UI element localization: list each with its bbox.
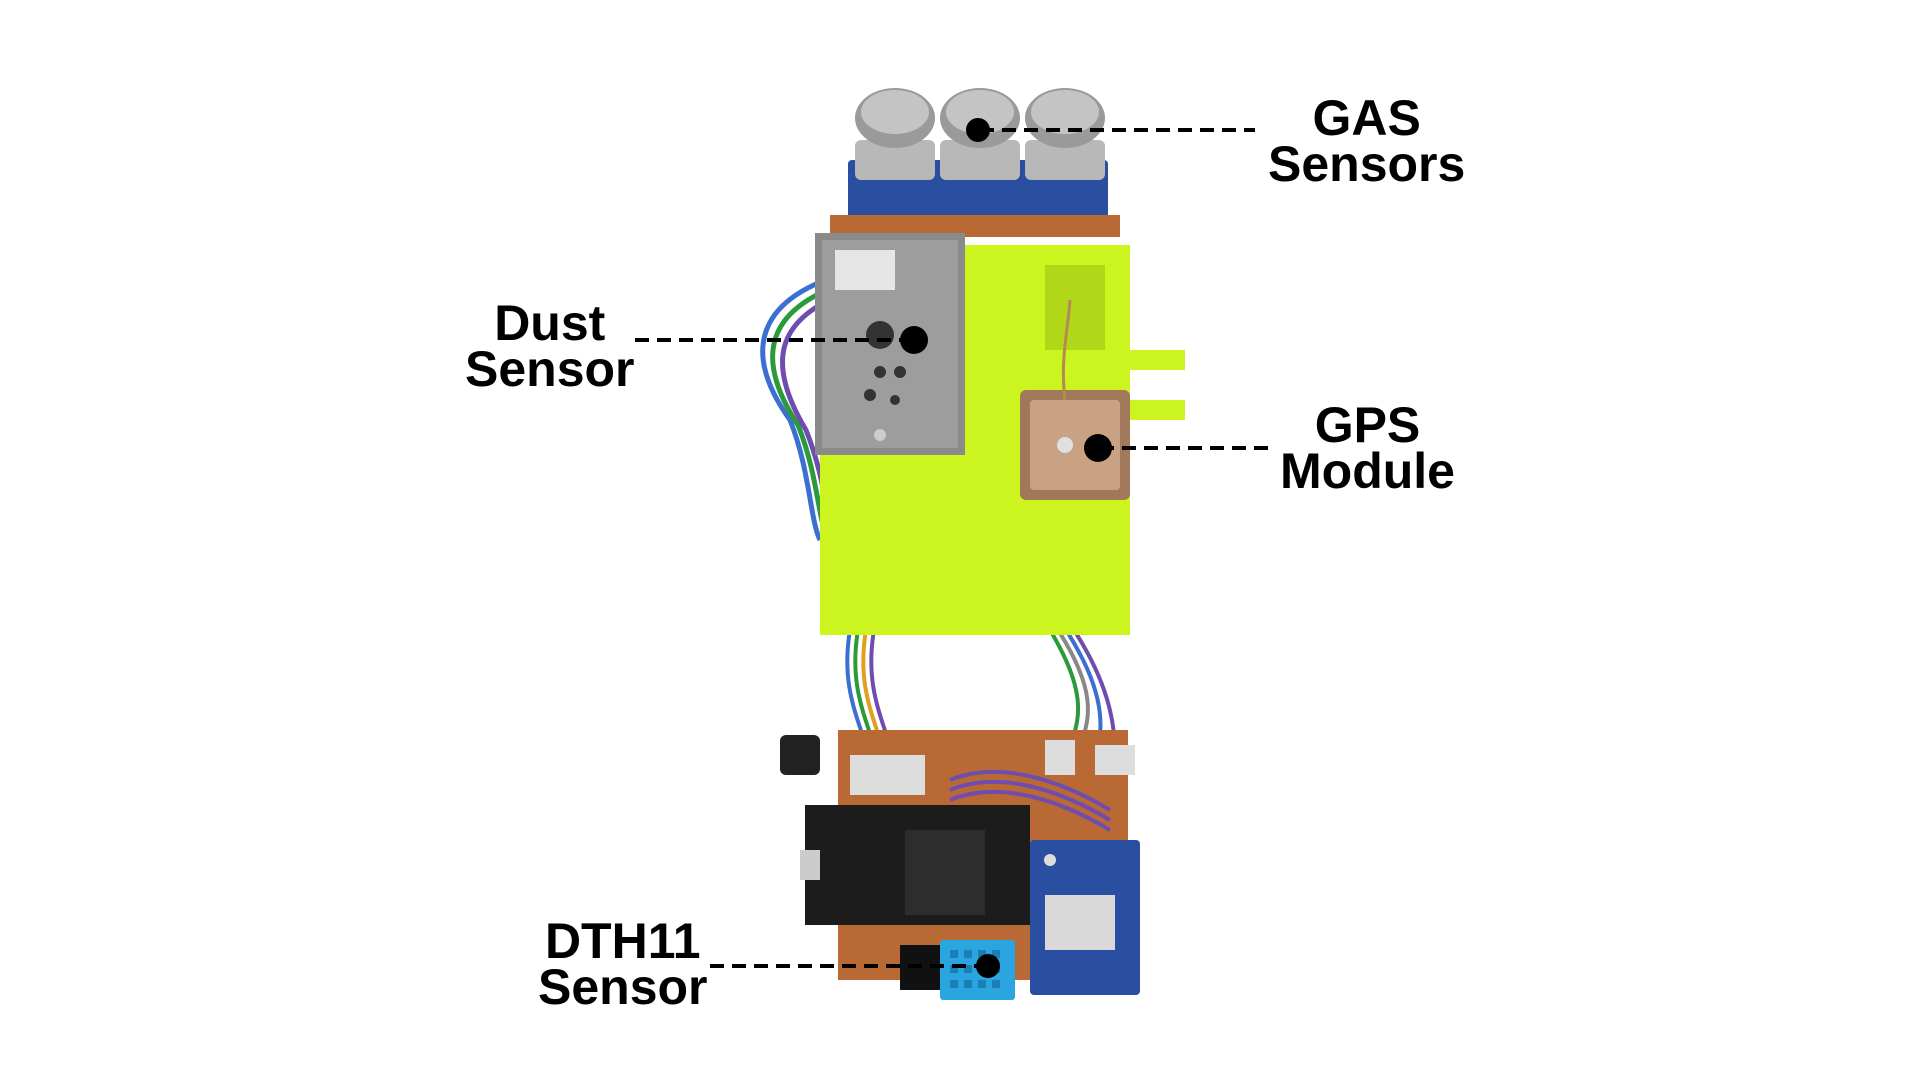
gas-sensor-pcb-strip	[830, 215, 1120, 237]
purple-wires	[949, 769, 1112, 832]
dth-leader	[710, 954, 1000, 978]
gas-sensor-2	[940, 88, 1020, 180]
gas-label-line2: Sensors	[1268, 136, 1466, 192]
dust-sensor	[815, 233, 965, 455]
gas-label-line1: GAS	[1312, 90, 1421, 146]
gps-label-line1: GPS	[1314, 397, 1421, 453]
gas-sensors-label: GAS Sensors	[1268, 90, 1466, 192]
header-pins	[850, 740, 1135, 795]
esp32-board	[800, 805, 1030, 925]
enclosure-tab-2	[1130, 400, 1185, 420]
dust-label-line2: Sensor	[465, 341, 635, 397]
capacitor	[780, 735, 820, 775]
gps-module-board	[1030, 840, 1140, 995]
dust-leader	[635, 326, 928, 354]
gps-label-line2: Module	[1280, 443, 1455, 499]
gas-sensor-3	[1025, 88, 1105, 180]
dth-label-line1: DTH11	[544, 913, 701, 969]
gas-leader	[966, 118, 1255, 142]
dust-sensor-label: Dust Sensor	[465, 295, 635, 397]
dth-label-line2: Sensor	[538, 959, 708, 1015]
dust-label-line1: Dust	[494, 295, 606, 351]
dth11-sensor-label: DTH11 Sensor	[538, 913, 708, 1015]
gps-leader	[1084, 434, 1270, 462]
gps-module-label: GPS Module	[1280, 397, 1455, 499]
gas-sensor-1	[855, 88, 935, 180]
enclosure-tab	[1130, 350, 1185, 370]
gps-antenna	[1020, 299, 1130, 500]
enclosure-window	[1045, 265, 1105, 350]
